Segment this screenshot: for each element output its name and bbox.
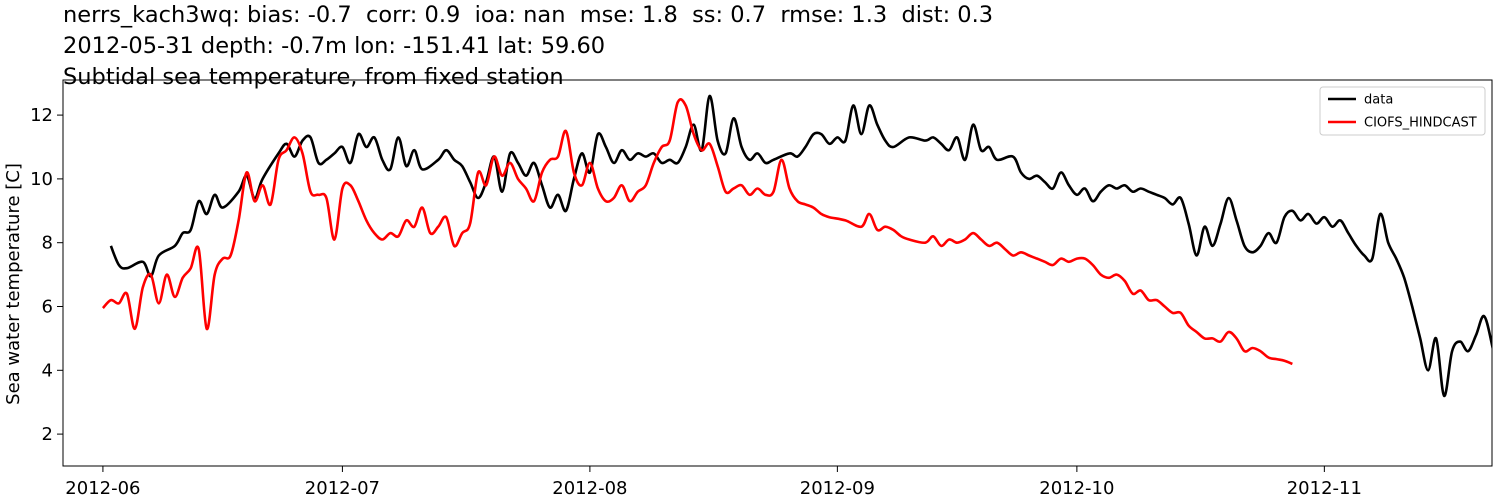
legend: data CIOFS_HINDCAST — [1319, 86, 1486, 136]
x-tick-label-4: 2012-10 — [1039, 478, 1114, 499]
axes-layer: 2 4 6 8 10 12 2012-06 2012-07 2012-08 2012-09 2012… — [30, 79, 1493, 499]
legend-box — [1319, 86, 1486, 136]
series-layer — [101, 94, 1492, 398]
x-tick-label-0: 2012-06 — [65, 478, 140, 499]
series-line-1 — [101, 98, 1293, 366]
chart-title-line-1: nerrs_kach3wq: bias: -0.7 corr: 0.9 ioa:… — [63, 2, 994, 28]
x-tick-label-2: 2012-08 — [552, 478, 627, 499]
series-line-0 — [109, 94, 1492, 398]
y-tick-label-1: 4 — [42, 360, 53, 381]
x-tick-label-1: 2012-07 — [305, 478, 380, 499]
legend-label-0: data — [1364, 93, 1393, 108]
y-tick-label-3: 8 — [42, 233, 53, 254]
chart-title-line-2: 2012-05-31 depth: -0.7m lon: -151.41 lat… — [63, 33, 606, 59]
chart-title-line-3: Subtidal sea temperature, from fixed sta… — [63, 64, 564, 90]
y-tick-label-4: 10 — [30, 169, 53, 190]
y-axis-label: Sea water temperature [C] — [3, 163, 24, 405]
x-tick-label-5: 2012-11 — [1287, 478, 1362, 499]
y-tick-label-2: 6 — [42, 296, 53, 317]
y-tick-label-0: 2 — [42, 424, 53, 445]
plot-frame — [62, 79, 1493, 467]
chart-title-block: nerrs_kach3wq: bias: -0.7 corr: 0.9 ioa:… — [63, 0, 993, 93]
y-tick-label-5: 12 — [30, 105, 53, 126]
legend-label-1: CIOFS_HINDCAST — [1364, 116, 1477, 131]
x-tick-label-3: 2012-09 — [800, 478, 875, 499]
